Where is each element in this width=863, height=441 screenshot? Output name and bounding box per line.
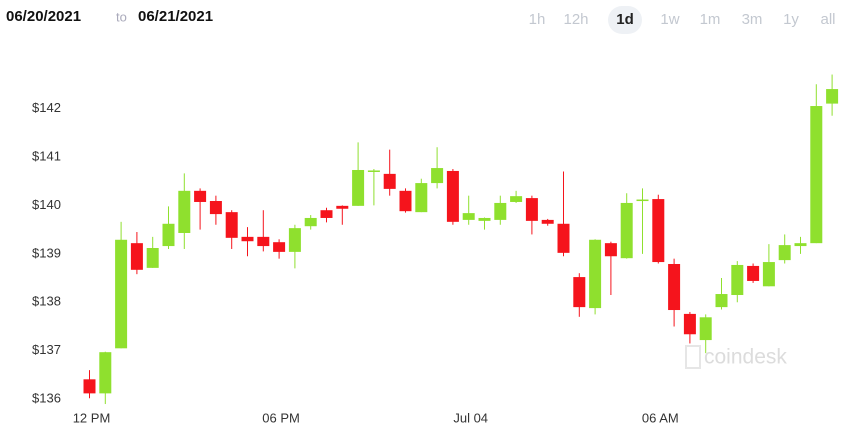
candle-body [636, 199, 649, 202]
candle-body [130, 243, 143, 270]
y-tick-label: $141 [32, 148, 61, 163]
range-button[interactable]: 1y [783, 11, 799, 28]
candle-body [620, 202, 633, 259]
range-button[interactable]: all [820, 11, 835, 28]
watermark-icon [685, 345, 701, 369]
candle-body [115, 239, 128, 349]
candle-body [668, 263, 681, 311]
y-tick-label: $139 [32, 245, 61, 260]
candle-body [399, 190, 412, 212]
candle-body [652, 199, 665, 263]
candle-body [826, 89, 839, 104]
candle-body [431, 168, 444, 184]
candle-body [415, 183, 428, 213]
y-tick-label: $138 [32, 294, 61, 309]
candle-body [257, 236, 270, 247]
candle-body [794, 243, 807, 247]
candle-body [731, 264, 744, 296]
candle-body [99, 352, 112, 394]
candle-body [194, 190, 207, 202]
candle-body [273, 242, 286, 252]
watermark-text: coindesk [704, 346, 787, 369]
candle-body [288, 228, 301, 252]
candle-body [209, 201, 222, 215]
range-button[interactable]: 1h [529, 11, 546, 28]
candle-body [778, 245, 791, 261]
candle-body [810, 106, 823, 244]
x-tick-label: Jul 04 [453, 410, 488, 425]
y-tick-label: $142 [32, 100, 61, 115]
candle-body [510, 196, 523, 202]
candle-body [494, 202, 507, 220]
y-tick-label: $140 [32, 197, 61, 212]
candle-body [541, 219, 554, 224]
candle-body [747, 265, 760, 281]
date-separator: to [116, 9, 127, 24]
candle-body [699, 317, 712, 341]
candle-body [462, 213, 475, 220]
y-tick-label: $137 [32, 342, 61, 357]
x-tick-label: 06 PM [262, 410, 300, 425]
candle-body [573, 277, 586, 308]
x-tick-label: 06 AM [642, 410, 679, 425]
range-button[interactable]: 3m [742, 11, 763, 28]
range-button[interactable]: 12h [563, 11, 588, 28]
candle-body [162, 223, 175, 247]
candle-body [225, 212, 238, 238]
candle-body [352, 169, 365, 206]
candle-body [83, 379, 96, 394]
candle-body [304, 217, 317, 227]
candle-body [146, 248, 159, 268]
candle-body [478, 217, 491, 221]
candle-body [525, 198, 538, 221]
candle-body [589, 239, 602, 309]
candle-body [762, 262, 775, 287]
y-tick-label: $136 [32, 391, 61, 406]
candle-body [715, 294, 728, 308]
range-button[interactable]: 1w [660, 11, 679, 28]
candle-body [446, 170, 459, 222]
x-tick-label: 12 PM [73, 410, 111, 425]
candle-body [557, 223, 570, 253]
range-button[interactable]: 1m [700, 11, 721, 28]
candle-body [320, 210, 333, 218]
candle-body [336, 205, 349, 209]
date-to: 06/21/2021 [138, 8, 213, 25]
range-selected-bg [608, 6, 642, 34]
range-button[interactable]: 1d [616, 11, 634, 28]
candle-body [604, 243, 617, 257]
date-from: 06/20/2021 [6, 8, 81, 25]
candle-body [683, 313, 696, 335]
candle-body [367, 170, 380, 172]
watermark: coindesk [685, 345, 787, 369]
candle-body [383, 173, 396, 189]
candle-body [241, 236, 254, 242]
candle-body [178, 190, 191, 233]
